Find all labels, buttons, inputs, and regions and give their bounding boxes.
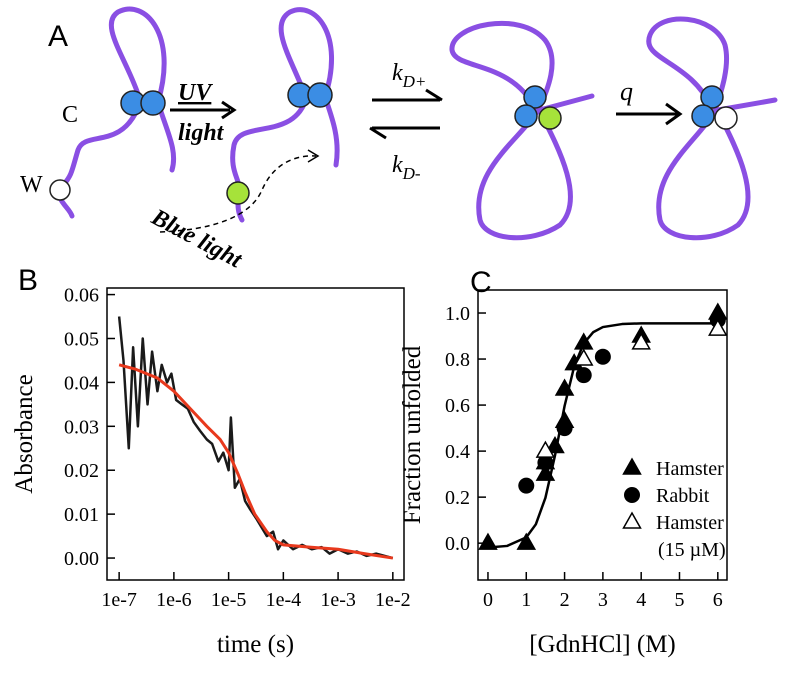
marker — [518, 477, 535, 494]
residue — [49, 179, 71, 201]
x-tick-label: 1e-5 — [211, 589, 247, 611]
legend-label-part: (15 µM) — [658, 539, 726, 561]
rate-label: q — [620, 77, 633, 106]
line — [118, 363, 394, 560]
arrow-head — [221, 100, 237, 120]
y-tick-label: 1.0 — [445, 303, 470, 325]
marker — [556, 420, 573, 437]
plot-frame — [106, 287, 405, 581]
rate-label: kD+ — [392, 60, 426, 91]
line — [117, 316, 394, 560]
marker — [573, 348, 594, 366]
marker — [631, 332, 651, 350]
marker — [535, 440, 556, 458]
panel-letter: C — [470, 266, 492, 299]
y-tick-label: 0.4 — [445, 441, 470, 463]
y-tick-label: 0.05 — [64, 328, 99, 350]
y-tick-label: 0.8 — [445, 349, 470, 371]
x-tick-label: 6 — [713, 589, 723, 611]
x-tick-label: 1e-6 — [156, 589, 192, 611]
x-tick-label: 0 — [483, 589, 493, 611]
arrow-head — [369, 126, 387, 140]
marker — [554, 378, 575, 396]
x-axis-label: time (s) — [217, 631, 294, 658]
dashed-path — [159, 155, 317, 233]
arrow-head — [665, 102, 683, 126]
legend-label: Rabbit — [656, 485, 710, 507]
x-tick-label: 2 — [560, 589, 570, 611]
arrow-head — [307, 149, 320, 163]
x-tick-label: 1e-7 — [101, 589, 137, 611]
y-tick-label: 0.04 — [64, 372, 99, 394]
marker — [516, 532, 537, 550]
residue — [226, 181, 250, 205]
y-tick-label: 0.00 — [64, 548, 99, 570]
y-tick-label: 0.0 — [445, 533, 470, 555]
marker — [708, 318, 728, 336]
panel-letter: B — [18, 264, 38, 297]
x-tick-label: 1e-4 — [266, 589, 302, 611]
light-label: light — [178, 120, 225, 146]
residue — [714, 106, 738, 130]
marker — [575, 367, 592, 384]
y-axis-label: Fraction unfolded — [399, 345, 426, 524]
x-tick-label: 1e-2 — [375, 589, 411, 611]
y-axis-label: Absorbance — [11, 374, 38, 493]
plot-frame — [477, 289, 728, 581]
legend-label: Hamster — [656, 458, 724, 480]
uv-label: UV — [178, 80, 213, 106]
y-tick-label: 0.02 — [64, 460, 99, 482]
x-tick-label: 1e-3 — [320, 589, 356, 611]
y-tick-label: 0.03 — [64, 416, 99, 438]
chain — [278, 7, 340, 168]
marker — [537, 454, 554, 471]
residue — [700, 85, 724, 109]
rate-sub: D- — [402, 164, 421, 183]
legend-label-part: Hamster — [656, 512, 729, 534]
chain — [108, 6, 177, 173]
rate-label: kD- — [392, 152, 421, 183]
legend-label: Hamster (15 µM) — [656, 512, 729, 561]
residue — [307, 82, 333, 108]
chain — [646, 16, 778, 241]
residue — [538, 106, 562, 130]
x-tick-label: 5 — [674, 589, 684, 611]
chain — [449, 20, 595, 241]
residue — [523, 85, 547, 109]
x-axis-label: [GdnHCl] (M) — [529, 631, 676, 658]
y-tick-label: 0.01 — [64, 504, 99, 526]
legend-marker — [622, 511, 642, 529]
blue-light-label: Blue light — [146, 204, 247, 274]
rate-main: k — [392, 152, 403, 178]
rate-main: k — [392, 60, 403, 86]
y-tick-label: 0.2 — [445, 487, 470, 509]
residue-label: C — [62, 102, 78, 128]
legend-marker — [624, 487, 640, 503]
arrow-head — [425, 88, 443, 102]
residue — [514, 104, 538, 128]
residue — [140, 90, 166, 116]
marker — [594, 348, 611, 365]
marker — [545, 435, 565, 454]
x-tick-label: 3 — [598, 589, 608, 611]
residue — [691, 104, 715, 128]
y-tick-label: 0.6 — [445, 395, 470, 417]
x-tick-label: 1 — [521, 589, 531, 611]
rate-sub: D+ — [402, 72, 427, 91]
x-tick-label: 4 — [636, 589, 646, 611]
marker — [535, 463, 556, 481]
marker — [478, 532, 498, 550]
legend-marker — [622, 457, 642, 475]
residue-label: W — [20, 172, 43, 198]
y-tick-label: 0.06 — [64, 285, 99, 307]
panel-letter: A — [48, 20, 68, 53]
panel-a: A C W UV light Blue light kD+ kD- — [20, 6, 778, 274]
